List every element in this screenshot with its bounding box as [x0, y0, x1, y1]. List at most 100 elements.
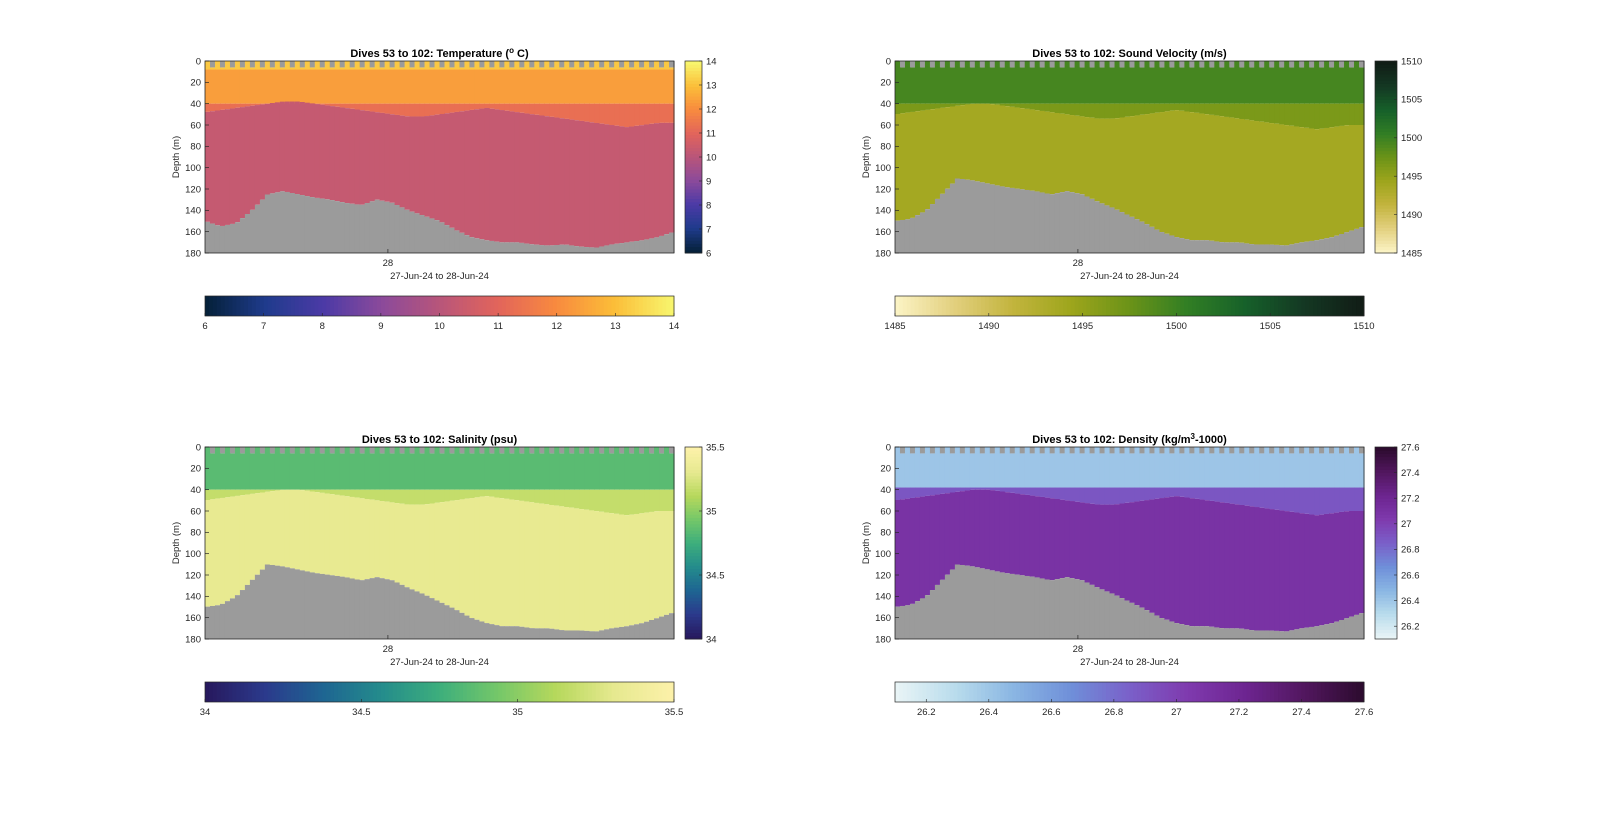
seafloor-cell: [479, 239, 485, 253]
heatmap-cell: [644, 512, 650, 622]
heatmap-cell: [209, 103, 216, 112]
heatmap-cell: [1209, 500, 1215, 627]
heatmap-cell: [1259, 67, 1265, 104]
no-data-cell: [429, 447, 436, 454]
heatmap-cell: [914, 447, 921, 488]
heatmap-cell: [924, 109, 931, 210]
no-data-cell: [1209, 61, 1215, 68]
heatmap-cell: [1254, 447, 1260, 488]
heatmap-cell: [354, 447, 361, 490]
heatmap-cell: [484, 108, 490, 241]
seafloor-cell: [1229, 242, 1235, 253]
colorbar-swatch: [251, 682, 257, 702]
heatmap-cell: [474, 103, 481, 110]
y-tick-label: 40: [190, 485, 201, 496]
seafloor-cell: [669, 613, 675, 639]
colorbar-swatch: [1098, 296, 1103, 316]
heatmap-cell: [659, 103, 665, 123]
no-data-cell: [929, 61, 936, 68]
colorbar-swatch: [1231, 296, 1236, 316]
colorbar-tick-label: 8: [706, 200, 711, 211]
heatmap-cell: [414, 69, 421, 104]
colorbar-tick-label: 27.2: [1230, 707, 1249, 718]
colorbar-swatch: [1160, 296, 1166, 316]
colorbar-swatch: [1238, 296, 1244, 316]
colorbar-swatch: [685, 536, 702, 541]
axes-frame: [894, 60, 1365, 254]
colorbar-swatch: [580, 682, 585, 702]
seafloor-cell: [1199, 240, 1205, 253]
heatmap-cell: [944, 487, 951, 494]
heatmap-cell: [494, 447, 500, 490]
heatmap-cell: [899, 67, 906, 104]
heatmap-cell: [1064, 487, 1071, 501]
seafloor-cell: [1114, 595, 1121, 639]
colorbar-swatch: [631, 682, 636, 702]
heatmap-cell: [444, 103, 451, 114]
colorbar-tick-label: 34.5: [352, 707, 371, 718]
heatmap-cell: [1309, 487, 1315, 515]
seafloor-cell: [1294, 629, 1300, 639]
heatmap-cell: [1214, 487, 1220, 502]
colorbar-swatch: [685, 485, 702, 490]
colorbar-swatch: [1109, 296, 1115, 316]
no-data-cell: [399, 61, 406, 68]
seafloor-cell: [224, 224, 231, 253]
heatmap-cell: [1099, 504, 1106, 590]
heatmap-cell: [279, 489, 286, 567]
heatmap-cell: [429, 115, 436, 219]
colorbar-swatch: [685, 163, 702, 168]
heatmap-cell: [244, 106, 251, 215]
colorbar-swatch: [1258, 296, 1263, 316]
heatmap-cell: [944, 61, 951, 104]
heatmap-cell: [409, 67, 416, 70]
heatmap-cell: [624, 489, 630, 516]
seafloor-cell: [489, 240, 495, 253]
heatmap-cell: [249, 493, 256, 580]
colorbar-swatch: [1375, 137, 1397, 142]
colorbar-swatch: [615, 296, 620, 316]
seafloor-cell: [209, 223, 216, 253]
colorbar-swatch: [1070, 296, 1076, 316]
heatmap-cell: [374, 112, 381, 200]
heatmap-cell: [1329, 103, 1335, 128]
heatmap-cell: [1074, 487, 1081, 502]
seafloor-cell: [1139, 607, 1146, 639]
colorbar-swatch: [1000, 682, 1005, 702]
heatmap-cell: [324, 105, 331, 200]
heatmap-cell: [1334, 103, 1340, 127]
colorbar-swatch: [685, 511, 702, 515]
seafloor-cell: [899, 219, 906, 253]
colorbar-swatch: [478, 296, 483, 316]
heatmap-cell: [1019, 494, 1026, 576]
colorbar-swatch: [685, 507, 702, 512]
heatmap-cells: [205, 447, 675, 639]
seafloor-cell: [1284, 631, 1290, 639]
colorbar-tick-label: 35.5: [706, 442, 725, 453]
seafloor-cell: [504, 242, 510, 253]
colorbar-swatch: [1375, 185, 1397, 190]
seafloor-cell: [444, 605, 451, 639]
heatmap-cell: [474, 69, 481, 104]
heatmap-cell: [1349, 453, 1355, 488]
heatmap-cell: [274, 489, 281, 491]
colorbar-swatch: [572, 682, 577, 702]
heatmap-cell: [214, 61, 221, 70]
heatmap-cell: [654, 69, 660, 104]
colorbar-swatch: [685, 137, 702, 142]
colorbar-swatch: [937, 682, 943, 702]
heatmap-cell: [504, 447, 510, 490]
colorbar-swatch: [353, 682, 358, 702]
colorbar-swatch: [685, 86, 702, 91]
heatmap-cell: [629, 103, 635, 127]
colorbar-swatch: [685, 619, 702, 624]
heatmap-cell: [954, 491, 961, 565]
heatmap-cell: [1059, 103, 1066, 114]
no-data-cell: [459, 447, 466, 454]
no-data-cell: [469, 447, 476, 454]
heatmap-cell: [1264, 487, 1270, 509]
heatmap-cell: [299, 69, 306, 104]
heatmap-cell: [929, 453, 936, 488]
heatmap-cell: [429, 69, 436, 104]
heatmap-cell: [389, 103, 396, 115]
